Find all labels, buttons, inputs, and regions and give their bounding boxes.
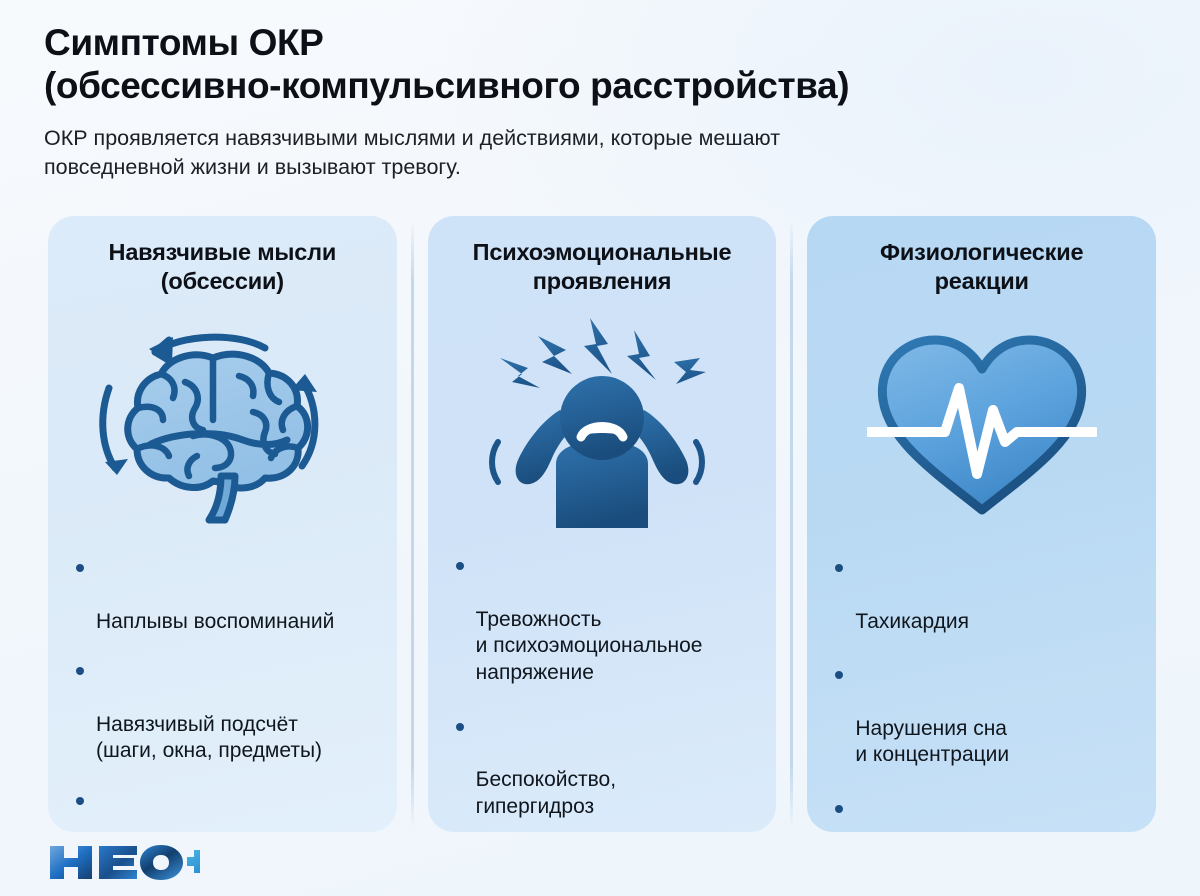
symptom-cards-row: Навязчивые мысли (обсессии): [48, 216, 1157, 832]
bullets-wrap-physiological: Тахикардия Нарушения сна и концентрации …: [807, 553, 1156, 832]
header: Симптомы ОКР (обсессивно-компульсивного …: [44, 22, 1164, 181]
bullet-dot-icon: [76, 796, 84, 805]
list-item: Наплывы воспоминаний: [74, 555, 377, 635]
card-physiological: Физиологические реакции: [807, 216, 1157, 832]
bullet-list-physiological: Тахикардия Нарушения сна и концентрации …: [807, 555, 1156, 832]
bullet-dot-icon: [455, 562, 464, 571]
page-subtitle: ОКР проявляется навязчивыми мыслями и де…: [44, 125, 781, 179]
bullet-text: Тахикардия: [855, 609, 970, 633]
bullet-dot-icon: [76, 564, 84, 573]
icon-area-obsessions: [48, 295, 397, 553]
list-item: Навязчивый подсчёт (шаги, окна, предметы…: [74, 658, 377, 765]
bullet-text: Беспокойство, гипергидроз: [475, 767, 617, 818]
bullet-dot-icon: [455, 722, 464, 731]
bullet-text: Наплывы воспоминаний: [96, 609, 335, 633]
bullets-wrap-obsessions: Наплывы воспоминаний Навязчивый подсчёт …: [48, 553, 397, 832]
bullet-dot-icon: [835, 671, 844, 680]
bullet-dot-icon: [835, 564, 844, 573]
stressed-person-icon: [484, 314, 720, 539]
list-item: Тревожность и психоэмоциональное напряже…: [454, 553, 757, 686]
icon-area-psychoemotional: [428, 295, 777, 553]
card-divider-1: [410, 222, 414, 826]
card-title-obsessions: Навязчивые мысли (обсессии): [108, 239, 337, 294]
card-obsessions: Навязчивые мысли (обсессии): [48, 216, 397, 832]
bullet-text: Тревожность и психоэмоциональное напряже…: [475, 607, 703, 684]
card-psychoemotional: Психоэмоциональные проявления: [427, 216, 777, 832]
bullet-text: Нарушения сна и концентрации: [855, 716, 1010, 767]
brain-cycle-icon: [97, 316, 347, 536]
icon-area-physiological: [807, 295, 1156, 553]
list-item: Нарушения сна и концентрации: [833, 662, 1136, 769]
list-item: Общее ухудшение функциональности в семье…: [833, 796, 1136, 832]
bullets-wrap-psychoemotional: Тревожность и психоэмоциональное напряже…: [428, 553, 777, 832]
card-title-psychoemotional: Психоэмоциональные проявления: [472, 239, 732, 294]
bullet-dot-icon: [76, 667, 84, 676]
bullet-dot-icon: [835, 804, 844, 813]
bullet-list-psychoemotional: Тревожность и психоэмоциональное напряже…: [428, 553, 777, 832]
heart-pulse-icon: [863, 324, 1100, 529]
list-item: Сомнения в действиях: [74, 788, 377, 832]
neo-plus-logo: НЕО+: [48, 842, 200, 882]
bullet-text: Навязчивый подсчёт (шаги, окна, предметы…: [96, 712, 323, 763]
list-item: Беспокойство, гипергидроз: [454, 714, 757, 821]
card-title-physiological: Физиологические реакции: [879, 239, 1084, 294]
bullet-list-obsessions: Наплывы воспоминаний Навязчивый подсчёт …: [48, 555, 397, 832]
card-divider-2: [790, 222, 794, 826]
list-item: Тахикардия: [833, 555, 1136, 635]
page-title: Симптомы ОКР (обсессивно-компульсивного …: [44, 22, 850, 106]
